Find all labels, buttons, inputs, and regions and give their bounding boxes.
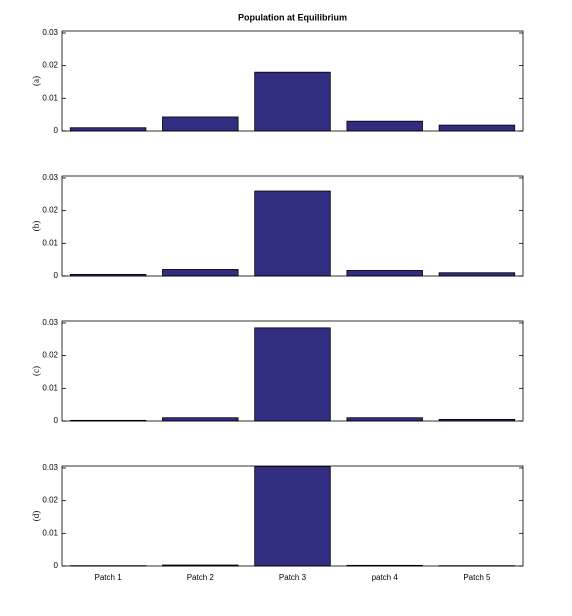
bar — [346, 120, 423, 132]
y-tick-label: 0.02 — [42, 61, 58, 70]
y-tick-label: 0.02 — [42, 206, 58, 215]
y-tick-label: 0.03 — [42, 28, 58, 37]
x-tick-label: patch 4 — [372, 573, 399, 582]
y-tick-label: 0.02 — [42, 351, 58, 360]
axes-box — [61, 465, 524, 567]
y-tick-label: 0 — [54, 416, 59, 425]
bar — [254, 466, 331, 567]
y-axis-label: (a) — [31, 76, 41, 86]
y-tick-label: 0 — [54, 126, 59, 135]
bar — [162, 269, 239, 277]
bar — [346, 270, 423, 277]
bar — [162, 116, 239, 132]
y-axis-label: (d) — [31, 511, 41, 522]
y-axis-label: (b) — [31, 221, 41, 232]
axes-box — [61, 320, 524, 422]
y-tick-label: 0.03 — [42, 463, 58, 472]
x-tick-label: Patch 2 — [187, 573, 215, 582]
y-tick-label: 0.03 — [42, 318, 58, 327]
x-tick-label: Patch 3 — [279, 573, 307, 582]
y-tick-label: 0 — [54, 271, 59, 280]
bar — [438, 124, 516, 132]
y-tick-label: 0.02 — [42, 496, 58, 505]
y-axis-label: (c) — [31, 366, 41, 376]
chart-title: Population at Equilibrium — [238, 12, 347, 22]
y-tick-label: 0.01 — [42, 93, 58, 102]
bar — [69, 127, 147, 132]
y-tick-label: 0.01 — [42, 383, 58, 392]
bar — [346, 417, 423, 422]
bar — [254, 71, 331, 132]
x-tick-label: Patch 1 — [95, 573, 123, 582]
bar — [254, 327, 331, 422]
axes-box — [61, 30, 524, 132]
y-tick-label: 0.01 — [42, 528, 58, 537]
y-tick-label: 0.01 — [42, 238, 58, 247]
bar — [438, 272, 516, 277]
axes-box — [61, 175, 524, 277]
y-tick-label: 0.03 — [42, 173, 58, 182]
y-tick-label: 0 — [54, 561, 59, 570]
x-tick-label: Patch 5 — [463, 573, 491, 582]
bar — [162, 417, 239, 422]
bar — [254, 190, 331, 277]
